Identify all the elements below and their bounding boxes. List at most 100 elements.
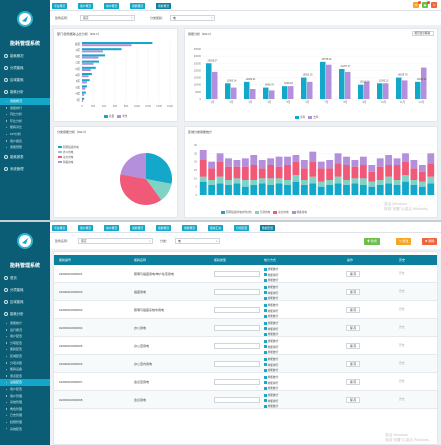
sidebar-item-sub[interactable]: 运行概况 bbox=[0, 327, 50, 334]
sidebar-item-top[interactable]: 分项能耗 bbox=[0, 284, 50, 296]
tab-item[interactable]: 单户概况 bbox=[104, 2, 120, 9]
stat-checkbox[interactable]: 用能统计 bbox=[264, 404, 278, 408]
stat-checkbox[interactable]: 用能统计 bbox=[264, 393, 278, 397]
power-icon[interactable]: ⏻ bbox=[431, 2, 437, 8]
sidebar-item-sub[interactable]: 区域配置 bbox=[0, 353, 50, 360]
stat-checkbox[interactable]: 用能排行 bbox=[264, 327, 278, 331]
history-link[interactable]: 历史 bbox=[399, 361, 405, 365]
save-button[interactable]: 保 存 bbox=[346, 379, 360, 385]
type-select[interactable] bbox=[214, 379, 260, 385]
table-row[interactable]: 01000010000005 办公室用电 用能统计 用能排行 用能统计保 存历史 bbox=[54, 337, 437, 355]
save-button[interactable]: 保 存 bbox=[346, 307, 360, 313]
meter-select[interactable]: 电 ▾ bbox=[170, 14, 215, 21]
sidebar-item-top[interactable]: 能耗报表 bbox=[0, 151, 50, 163]
sidebar-item-sub[interactable]: 设备配置 bbox=[0, 379, 50, 386]
sidebar-item-sub[interactable]: 用能排行 bbox=[0, 105, 50, 112]
sidebar-item-top[interactable]: 区域能耗 bbox=[0, 296, 50, 308]
tab-item[interactable]: 数据配置 bbox=[260, 224, 276, 231]
stat-checkbox[interactable]: 用能排行 bbox=[264, 381, 278, 385]
sidebar-item-top[interactable]: 首页 bbox=[0, 272, 50, 284]
col-name[interactable]: 能耗名称 bbox=[134, 258, 147, 263]
save-button[interactable]: 保 存 bbox=[346, 289, 360, 295]
tab-item[interactable]: 单户概况 bbox=[104, 224, 120, 231]
save-button[interactable]: 保 存 bbox=[346, 361, 360, 367]
sidebar-item-sub[interactable]: 分项对照 bbox=[0, 360, 50, 367]
history-link[interactable]: 历史 bbox=[399, 397, 405, 401]
table-row[interactable]: 01000010000007 会议室用电 用能统计 用能排行 用能统计保 存历史 bbox=[54, 373, 437, 391]
type-select[interactable] bbox=[214, 289, 260, 295]
sidebar-item-sub[interactable]: 用能预警 bbox=[0, 144, 50, 151]
stat-checkbox[interactable]: 用能排行 bbox=[264, 399, 278, 403]
table-row[interactable]: 01000010000008 会议用电 用能统计 用能排行 用能统计保 存历史 bbox=[54, 391, 437, 409]
sidebar-item-top[interactable]: 区域能耗 bbox=[0, 74, 50, 86]
sidebar-item-sub[interactable]: 能耗对比 bbox=[0, 124, 50, 131]
col-type[interactable]: 能耗类型 bbox=[214, 258, 227, 263]
sidebar-item-sub[interactable]: KPI分析 bbox=[0, 131, 50, 138]
col-code[interactable]: 能耗编号 bbox=[59, 258, 72, 263]
tab-item[interactable]: 用能概况 bbox=[182, 224, 198, 231]
history-link[interactable]: 历史 bbox=[399, 271, 405, 275]
tab-item[interactable]: 用能概况 bbox=[156, 2, 172, 9]
table-row[interactable]: 01000010000002 插座用电 用能统计 用能排行 用能统计保 存历史 bbox=[54, 283, 437, 301]
sidebar-item-sub[interactable]: 角色管理 bbox=[0, 406, 50, 413]
stat-checkbox[interactable]: 用能统计 bbox=[264, 314, 278, 318]
history-link[interactable]: 历史 bbox=[399, 289, 405, 293]
tab-item[interactable]: 平台概况 bbox=[52, 2, 68, 9]
edit-button[interactable]: ✎ 修改 bbox=[396, 237, 412, 245]
sidebar-item-sub[interactable]: 用户配置 bbox=[0, 333, 50, 340]
stat-checkbox[interactable]: 用能统计 bbox=[264, 267, 278, 271]
history-link[interactable]: 历史 bbox=[399, 343, 405, 347]
sidebar-item-sub[interactable]: 测点配置 bbox=[0, 373, 50, 380]
stat-checkbox[interactable]: 用能排行 bbox=[264, 309, 278, 313]
sidebar-item-sub[interactable]: 系统配置 bbox=[0, 426, 50, 433]
stat-checkbox[interactable]: 用能排行 bbox=[264, 291, 278, 295]
table-row[interactable]: 01000010000004 办公用电 用能统计 用能排行 用能统计保 存历史 bbox=[54, 319, 437, 337]
stat-checkbox[interactable]: 用能统计 bbox=[264, 332, 278, 336]
stat-checkbox[interactable]: 用能统计 bbox=[264, 368, 278, 372]
type-select[interactable] bbox=[214, 307, 260, 313]
meter-select[interactable]: 电 ▾ bbox=[175, 238, 220, 244]
stat-checkbox[interactable]: 用能排行 bbox=[264, 363, 278, 367]
stat-checkbox[interactable]: 用能统计 bbox=[264, 303, 278, 307]
tab-item[interactable]: 用能概况 bbox=[156, 224, 172, 231]
sidebar-item-top[interactable]: 系统管理 bbox=[0, 163, 50, 175]
type-select[interactable] bbox=[214, 361, 260, 367]
stat-checkbox[interactable]: 用能统计 bbox=[264, 357, 278, 361]
sidebar-item-sub[interactable]: 系统管理 bbox=[0, 399, 50, 406]
save-button[interactable]: 保 存 bbox=[346, 325, 360, 331]
sidebar-item-top[interactable]: 能耗概况 bbox=[0, 50, 50, 62]
stat-checkbox[interactable]: 用能统计 bbox=[264, 321, 278, 325]
table-row[interactable]: 01000010000006 办公室内用电 用能统计 用能排行 用能统计保 存历史 bbox=[54, 355, 437, 373]
stat-checkbox[interactable]: 用能统计 bbox=[264, 278, 278, 282]
stat-checkbox[interactable]: 用能统计 bbox=[264, 375, 278, 379]
tab-item[interactable]: 用能概况 bbox=[130, 2, 146, 9]
sidebar-item-sub[interactable]: 用户管理 bbox=[0, 393, 50, 400]
sidebar-item-sub[interactable]: 用户配置 bbox=[0, 386, 50, 393]
save-button[interactable]: 保 存 bbox=[346, 343, 360, 349]
col-stat[interactable]: 统计方式 bbox=[264, 258, 277, 263]
type-select[interactable] bbox=[214, 325, 260, 331]
sidebar-item-sub[interactable]: 日志管理 bbox=[0, 412, 50, 419]
sidebar-item-top[interactable]: 能耗分析 bbox=[0, 86, 50, 98]
sidebar-item-top[interactable]: 能耗分析 bbox=[0, 308, 50, 320]
sidebar-item-sub[interactable]: 能耗配置 bbox=[0, 346, 50, 353]
sidebar-item-sub[interactable]: 权限管理 bbox=[0, 419, 50, 426]
stat-checkbox[interactable]: 用能统计 bbox=[264, 386, 278, 390]
stat-checkbox[interactable]: 用能统计 bbox=[264, 350, 278, 354]
period-select[interactable]: 按月显示能耗 bbox=[412, 31, 434, 36]
sidebar-item-sub[interactable]: 用户报表 bbox=[0, 138, 50, 145]
type-select[interactable] bbox=[214, 397, 260, 403]
type-select[interactable] bbox=[214, 343, 260, 349]
tab-item[interactable]: 用户概况 bbox=[78, 224, 94, 231]
building-select[interactable]: 南京 ▾ bbox=[80, 14, 135, 21]
history-link[interactable]: 历史 bbox=[399, 307, 405, 311]
stat-checkbox[interactable]: 用能统计 bbox=[264, 285, 278, 289]
add-button[interactable]: ✚ 新增 bbox=[364, 237, 380, 245]
sidebar-item-sub[interactable]: 用能概况 bbox=[0, 98, 50, 105]
notification-icon[interactable]: ✉ 3 bbox=[413, 0, 421, 8]
sidebar-item-top[interactable]: 分项能耗 bbox=[0, 62, 50, 74]
tab-item[interactable]: 用户概况 bbox=[78, 2, 94, 9]
tab-item[interactable]: 能耗汇总 bbox=[208, 224, 224, 231]
stat-checkbox[interactable]: 用能统计 bbox=[264, 339, 278, 343]
sidebar-item-sub[interactable]: 能耗设备 bbox=[0, 366, 50, 373]
